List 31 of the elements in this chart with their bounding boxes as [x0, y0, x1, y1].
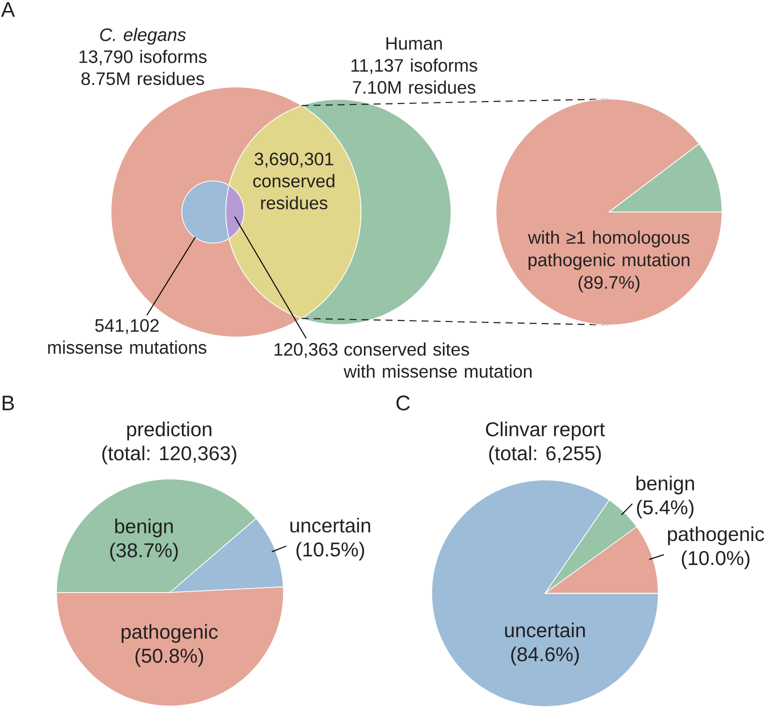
- data-label: (10.0%): [682, 550, 750, 570]
- chart-subtitle: (total: 120,363): [102, 446, 236, 464]
- category-label: missense mutations: [48, 340, 206, 354]
- data-label: (89.7%): [578, 276, 640, 292]
- slice-label: uncertain: [290, 518, 370, 533]
- data-label: 120,363: [274, 343, 338, 358]
- chart-title: Clinvar report: [486, 422, 605, 440]
- text: C: [396, 396, 410, 410]
- slice-label: benign: [115, 518, 173, 538]
- category-label: conserved residues: [253, 174, 334, 210]
- category-label: Human: [386, 37, 442, 50]
- chart-title: prediction: [127, 422, 212, 440]
- data-label: (50.8%): [136, 648, 204, 667]
- text: A: [1, 2, 15, 17]
- data-label: (5.4%): [637, 500, 694, 518]
- category-label: C. elegans: [100, 28, 186, 45]
- slice-label: benign: [636, 476, 694, 494]
- slice-label: pathogenic: [122, 624, 218, 643]
- slice-label: with ≥1 homologous pathogenic mutation: [528, 230, 690, 270]
- chart-subtitle: (total: 6,255): [489, 446, 601, 464]
- data-label: 3,690,301: [254, 152, 334, 168]
- data-label: (84.6%): [511, 646, 579, 666]
- slice-label: uncertain: [505, 622, 585, 638]
- category-label: conserved sites with missense mutation: [344, 342, 532, 378]
- data-label: 13,790 isoforms 8.75M residues: [80, 50, 207, 86]
- data-label: 541,102: [95, 319, 159, 334]
- data-label: (38.7%): [110, 542, 178, 562]
- data-label: 11,137 isoforms 7.10M residues: [352, 58, 478, 94]
- text: B: [2, 396, 14, 410]
- slice-label: pathogenic: [668, 526, 764, 546]
- data-label: (10.5%): [296, 542, 364, 560]
